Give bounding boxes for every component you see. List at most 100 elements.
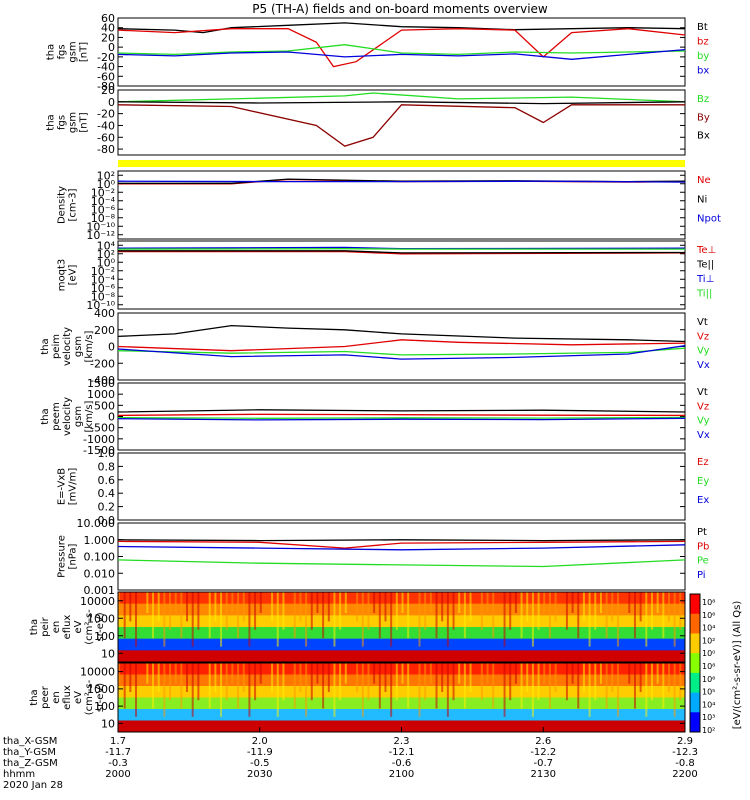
- legend-entry: by: [697, 51, 709, 62]
- spectrogram-streak: [548, 592, 551, 639]
- colorbar-tick-label: 10⁶: [702, 675, 715, 684]
- y-tick-label: -20: [97, 108, 115, 121]
- y-axis-label: eflux: [62, 615, 73, 640]
- spectrogram-streak: [446, 663, 449, 717]
- spectrogram-streak: [197, 592, 200, 630]
- y-axis-label: tha: [29, 689, 40, 705]
- spectrogram-streak: [577, 592, 580, 639]
- y-tick-label: 10⁻²: [91, 265, 115, 278]
- spectrogram-streak: [526, 663, 529, 692]
- spectrogram-streak: [220, 592, 223, 647]
- y-axis-label: tha: [40, 408, 51, 424]
- legend-entry: Bz: [697, 94, 709, 105]
- y-tick-label: 100: [94, 630, 115, 643]
- spectrogram-streak: [526, 592, 529, 622]
- spectrogram-streak: [322, 592, 325, 639]
- spectrogram-streak: [316, 592, 319, 613]
- colorbar-segment: [690, 613, 700, 634]
- spectrogram-streak: [146, 663, 149, 684]
- colorbar-tick-label: 10⁸: [702, 598, 715, 607]
- y-tick-label: -500: [90, 422, 115, 435]
- x-tick-label: -0.7: [533, 758, 553, 769]
- y-tick-label: 1.0: [98, 447, 116, 460]
- spectrogram-streak: [305, 592, 308, 647]
- legend-entry: Te||: [696, 260, 714, 271]
- spectrogram-streak: [339, 663, 342, 701]
- spectrogram-streak: [259, 663, 262, 684]
- spectrogram-streak: [390, 592, 393, 647]
- spectrogram-streak: [259, 592, 262, 613]
- spectrogram-streak: [611, 592, 614, 622]
- legend-entry: Vy: [697, 346, 710, 357]
- spectrogram-streak: [543, 592, 546, 613]
- spectrogram-streak: [384, 663, 387, 692]
- spectrogram-streak: [469, 592, 472, 622]
- legend-entry: Bt: [697, 22, 708, 33]
- y-axis-label: gsm: [73, 406, 84, 427]
- legend-entry: By: [697, 112, 710, 123]
- x-row-label: tha_Y-GSM: [3, 747, 56, 758]
- y-tick-label: 1000: [87, 388, 115, 401]
- x-tick-label: -0.6: [392, 758, 412, 769]
- flag-bar: [118, 160, 685, 167]
- panel-frame: [117, 89, 686, 156]
- y-tick-label: 10⁻⁴: [91, 273, 116, 286]
- y-axis-label: gsm: [73, 336, 84, 357]
- spectrogram-streak: [520, 592, 523, 639]
- colorbar-frame: [689, 593, 701, 733]
- spectrogram-streak: [123, 663, 126, 709]
- spectrogram-streak: [458, 663, 461, 684]
- y-tick-label: 0.4: [98, 487, 116, 500]
- x-tick-label: 2.3: [394, 736, 410, 747]
- spectrogram-streak: [611, 663, 614, 692]
- spectrogram-streak: [242, 592, 245, 622]
- panel-7: 1.00.80.60.40.20.0 E=-VxB [mV/m] Ez Ey Ex: [57, 447, 710, 527]
- spectrogram-streak: [231, 592, 234, 613]
- panel-9: 10000 1000 100 10 tha peir en eflux eV (cm²-s-sr-…: [29, 591, 686, 663]
- x-row-label: tha_X-GSM: [3, 736, 57, 747]
- spectrogram-streak: [248, 592, 251, 647]
- spectrogram-streak: [667, 663, 670, 692]
- series-line: [117, 559, 686, 568]
- spectrogram-streak: [531, 592, 534, 647]
- spectrogram-streak: [339, 592, 342, 630]
- spectrogram-streak: [616, 663, 619, 717]
- series-line: [117, 539, 686, 542]
- spectrogram-streak: [407, 663, 410, 709]
- y-tick-label: 10⁻⁶: [91, 203, 116, 216]
- legend-entry: Pi: [697, 570, 706, 581]
- y-tick-label: 10⁻¹⁰: [86, 220, 115, 233]
- spectrogram-streak: [599, 592, 602, 613]
- series-line: [117, 48, 686, 60]
- colorbar-segment: [690, 712, 700, 733]
- legend-entry: Ni: [697, 194, 707, 205]
- spectrogram-streak: [554, 592, 557, 622]
- y-tick-label: -80: [97, 143, 115, 156]
- spectrogram-streak: [577, 663, 580, 709]
- y-tick-label: 10⁻⁶: [91, 282, 116, 295]
- spectrogram-band: [118, 697, 685, 710]
- x-tick-label: 2.0: [252, 736, 268, 747]
- legend-entry: Npot: [697, 214, 721, 225]
- spectrogram-streak: [186, 592, 189, 622]
- legend-entry: Pe: [697, 556, 709, 567]
- legend-entry: Ti||: [696, 289, 712, 300]
- spectrogram-streak: [441, 663, 444, 692]
- legend-entry: Ex: [697, 495, 709, 506]
- spectrogram-streak: [486, 663, 489, 684]
- y-tick-label: 400: [94, 307, 115, 320]
- spectrogram-streak: [163, 592, 166, 647]
- y-tick-label: 10⁰: [97, 256, 116, 269]
- y-axis-label: [eV]: [68, 265, 79, 286]
- spectrogram-streak: [129, 663, 132, 692]
- spectrogram-streak: [135, 592, 138, 647]
- y-tick-label: 20: [101, 31, 115, 44]
- spectrogram-streak: [220, 663, 223, 717]
- y-axis-label: fgs: [57, 115, 68, 130]
- colorbar-tick-label: 10⁸: [702, 662, 715, 671]
- spectrogram-streak: [333, 592, 336, 647]
- colorbar-segment: [690, 692, 700, 713]
